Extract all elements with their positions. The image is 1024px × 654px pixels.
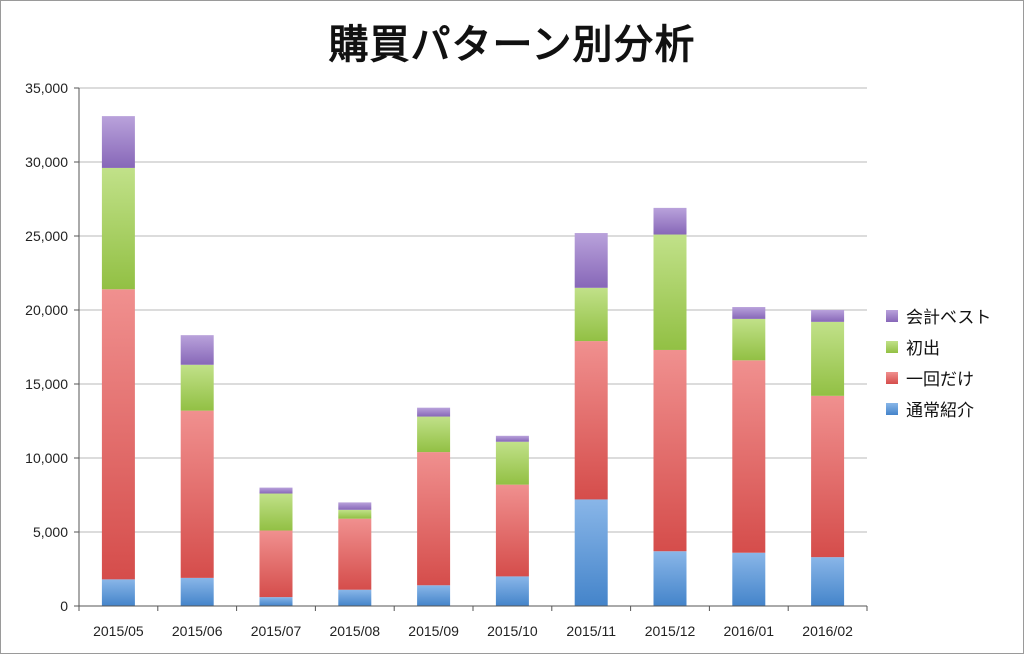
bar-segment	[101, 167, 135, 290]
x-tick-label: 2015/09	[408, 623, 459, 639]
bar-segment	[732, 307, 766, 319]
bar-segment	[180, 364, 214, 411]
bar-segment	[259, 597, 293, 606]
y-tick-label: 35,000	[25, 80, 68, 96]
bar-segment	[732, 318, 766, 361]
bar-segment	[574, 341, 608, 500]
bar-segment	[338, 509, 372, 519]
bar-segment	[417, 452, 451, 586]
bar-segment	[653, 234, 687, 350]
bar-segment	[259, 530, 293, 598]
bar-segment	[574, 287, 608, 342]
x-tick-label: 2016/02	[802, 623, 853, 639]
bar-segment	[101, 289, 135, 580]
x-tick-label: 2015/05	[93, 623, 144, 639]
bar-segment	[338, 518, 372, 590]
legend-label: 通常紹介	[906, 401, 974, 421]
bar-segment	[653, 551, 687, 606]
chart-title: 購買パターン別分析	[328, 22, 696, 68]
bar-segment	[732, 360, 766, 553]
bar-segment	[574, 499, 608, 606]
bar-segment	[495, 484, 529, 577]
bar-segment	[101, 116, 135, 168]
y-tick-label: 25,000	[25, 228, 68, 244]
x-tick-label: 2016/01	[723, 623, 774, 639]
legend-swatch	[886, 340, 898, 353]
bar-segment	[495, 435, 529, 442]
bar-segment	[495, 576, 529, 606]
bar-segment	[180, 577, 214, 606]
legend-label: 一回だけ	[906, 370, 974, 390]
bar-segment	[653, 349, 687, 552]
legend-label: 初出	[906, 339, 940, 359]
bar-segment	[338, 589, 372, 606]
x-tick-label: 2015/06	[172, 623, 223, 639]
bar-segment	[180, 335, 214, 365]
legend-item: 一回だけ	[886, 362, 1024, 393]
bar-segment	[811, 395, 845, 558]
bar-segment	[259, 487, 293, 494]
legend-swatch	[886, 402, 898, 415]
x-tick-label: 2015/11	[566, 623, 616, 639]
legend-item: 会計ベスト	[886, 300, 1024, 331]
y-tick-label: 0	[60, 598, 68, 614]
bar-segment	[180, 410, 214, 578]
bar-segment	[259, 493, 293, 531]
bar-segment	[574, 233, 608, 288]
bar-segment	[653, 207, 687, 235]
bar-segment	[417, 407, 451, 417]
legend-swatch	[886, 371, 898, 384]
legend-item: 通常紹介	[886, 393, 1024, 424]
y-tick-label: 5,000	[33, 524, 68, 540]
x-tick-label: 2015/10	[487, 623, 538, 639]
x-tick-label: 2015/08	[329, 623, 380, 639]
bar-segment	[101, 579, 135, 606]
bar-segment	[417, 416, 451, 453]
x-tick-label: 2015/12	[645, 623, 696, 639]
legend-item: 初出	[886, 331, 1024, 362]
legend-label: 会計ベスト	[906, 308, 992, 328]
bar-segment	[811, 557, 845, 606]
y-tick-label: 30,000	[25, 154, 68, 170]
y-tick-label: 10,000	[25, 450, 68, 466]
y-tick-label: 15,000	[25, 376, 68, 392]
bar-segment	[495, 441, 529, 485]
bar-segment	[338, 502, 372, 510]
legend-swatch	[886, 309, 898, 322]
chart-legend: 会計ベスト初出一回だけ通常紹介	[886, 300, 1024, 424]
bar-segment	[811, 310, 845, 322]
bar-segment	[732, 552, 766, 606]
bar-segment	[811, 321, 845, 396]
y-tick-label: 20,000	[25, 302, 68, 318]
x-tick-label: 2015/07	[251, 623, 302, 639]
bar-segment	[417, 585, 451, 606]
